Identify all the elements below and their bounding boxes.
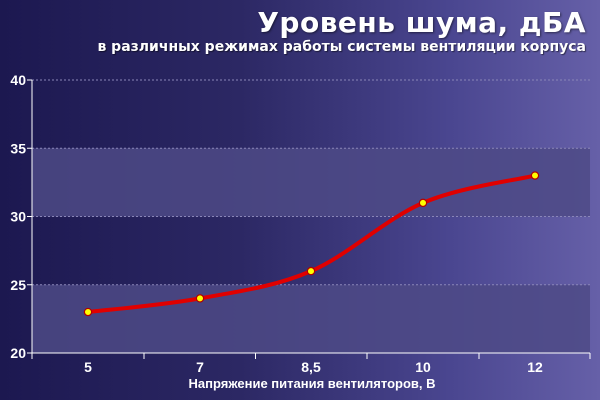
y-tick-labels: 20 25 30 35 40 <box>10 72 26 361</box>
x-tick-label: 10 <box>415 359 431 375</box>
x-tick-label: 7 <box>196 359 204 375</box>
x-tick-label: 12 <box>527 359 543 375</box>
chart-subtitle: в различных режимах работы системы венти… <box>97 39 586 55</box>
y-tick-label: 30 <box>10 209 26 225</box>
x-tick-label: 8,5 <box>301 359 321 375</box>
y-tick-label: 40 <box>10 72 26 88</box>
data-point <box>418 198 428 208</box>
data-points <box>83 171 540 317</box>
y-tick-label: 20 <box>10 345 26 361</box>
data-point <box>195 294 205 303</box>
data-point <box>306 266 316 276</box>
data-point <box>83 307 93 317</box>
y-tick-label: 35 <box>10 140 26 156</box>
x-axis-label: Напряжение питания вентиляторов, В <box>189 376 436 391</box>
grid-lines <box>32 79 590 286</box>
plot-bands <box>32 148 590 353</box>
x-tick-labels: 5 7 8,5 10 12 <box>84 359 543 375</box>
axes <box>27 79 591 359</box>
chart-title: Уровень шума, дБА <box>257 6 586 39</box>
plot-band <box>32 284 590 353</box>
x-tick-label: 5 <box>84 359 92 375</box>
y-tick-label: 25 <box>10 277 26 293</box>
data-point <box>530 171 540 180</box>
